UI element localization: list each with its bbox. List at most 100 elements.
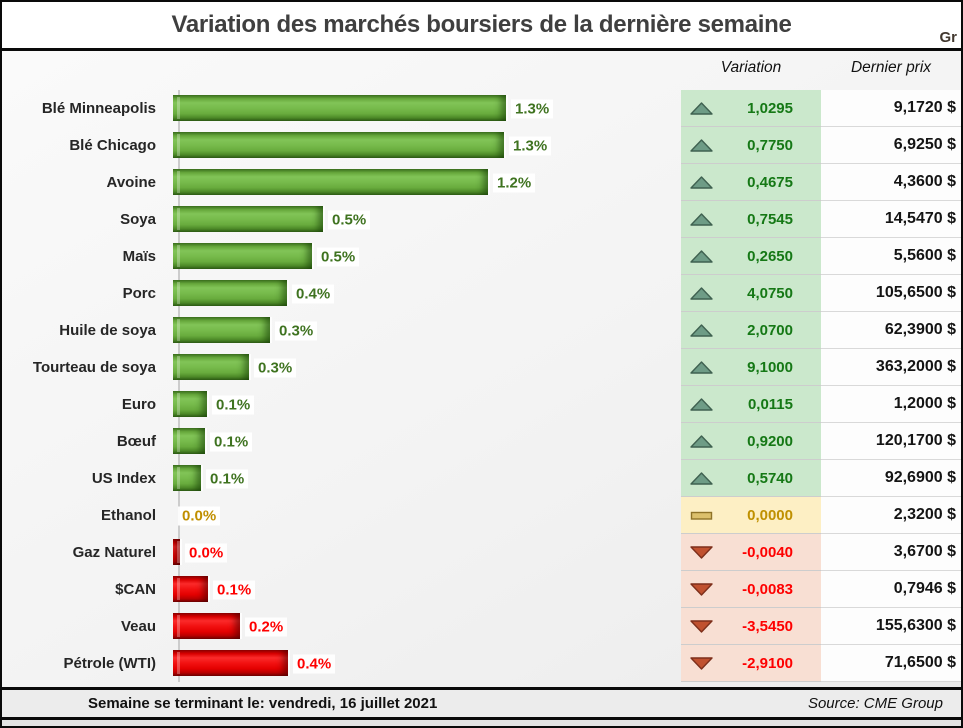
price-value: 9,1720 $ <box>893 99 956 116</box>
price-value: 71,6500 $ <box>884 654 956 671</box>
variation-value: -2,9100 <box>742 654 793 672</box>
category-label: Huile de soya <box>59 322 156 339</box>
down-triangle-icon <box>690 582 713 596</box>
bar-percent-label: 0.5% <box>328 210 371 229</box>
variation-cell: 0,2650 <box>681 238 821 275</box>
data-rows: Blé Minneapolis 1.3% 1,0295 9,1720 $ Blé… <box>2 90 961 682</box>
price-cell: 9,1720 $ <box>821 90 961 127</box>
value-bar <box>173 613 240 639</box>
up-triangle-icon <box>690 360 713 374</box>
price-value: 62,3900 $ <box>884 321 956 338</box>
up-triangle-icon <box>690 212 713 226</box>
page-title: Variation des marchés boursiers de la de… <box>171 11 792 38</box>
category-label: Veau <box>120 618 156 635</box>
variation-cell: -0,0083 <box>681 571 821 608</box>
value-bar <box>173 391 207 417</box>
price-value: 155,6300 $ <box>875 617 956 634</box>
price-cell: 155,6300 $ <box>821 608 961 645</box>
price-cell: 14,5470 $ <box>821 201 961 238</box>
price-value: 105,6500 $ <box>875 284 956 301</box>
category-label: Tourteau de soya <box>32 359 156 376</box>
price-value: 92,6900 $ <box>884 469 956 486</box>
category-label: Maïs <box>122 248 156 265</box>
variation-value: 0,9200 <box>747 432 793 450</box>
category-label: Soya <box>120 211 156 228</box>
bar-percent-label: 0.1% <box>212 395 255 414</box>
bar-area: 0.1% <box>166 386 681 423</box>
bar-percent-label: 0.3% <box>254 358 297 377</box>
bar-percent-label: 1.3% <box>511 99 554 118</box>
price-cell: 105,6500 $ <box>821 275 961 312</box>
bar-percent-label: 0.1% <box>206 469 249 488</box>
up-triangle-icon <box>690 138 713 152</box>
table-row: Blé Chicago 1.3% 0,7750 6,9250 $ <box>2 127 961 164</box>
value-bar <box>173 465 201 491</box>
down-triangle-icon <box>690 545 713 559</box>
variation-cell: -0,0040 <box>681 534 821 571</box>
bar-area: 0.1% <box>166 460 681 497</box>
bar-area: 1.3% <box>166 90 681 127</box>
variation-value: 9,1000 <box>747 358 793 376</box>
bar-area: 0.5% <box>166 201 681 238</box>
table-row: Porc 0.4% 4,0750 105,6500 $ <box>2 275 961 312</box>
variation-value: 0,7750 <box>747 136 793 154</box>
category-label: Pétrole (WTI) <box>63 655 157 672</box>
category-label: Gaz Naturel <box>72 544 156 561</box>
price-value: 2,3200 $ <box>893 506 956 523</box>
bar-percent-label: 0.2% <box>245 617 288 636</box>
variation-value: 0,4675 <box>747 173 793 191</box>
table-row: Tourteau de soya 0.3% 9,1000 363,2000 $ <box>2 349 961 386</box>
variation-cell: 2,0700 <box>681 312 821 349</box>
price-cell: 71,6500 $ <box>821 645 961 682</box>
chart-and-table-area: Variation Dernier prix Blé Minneapolis 1… <box>2 51 961 687</box>
bar-percent-label: 0.5% <box>317 247 360 266</box>
footer-top-divider <box>2 687 961 690</box>
bar-area: 1.3% <box>166 127 681 164</box>
footer-bottom-divider <box>2 717 961 720</box>
table-row: Veau 0.2% -3,5450 155,6300 $ <box>2 608 961 645</box>
zero-axis-line <box>178 90 180 682</box>
table-row: Blé Minneapolis 1.3% 1,0295 9,1720 $ <box>2 90 961 127</box>
price-cell: 5,5600 $ <box>821 238 961 275</box>
table-row: Bœuf 0.1% 0,9200 120,1700 $ <box>2 423 961 460</box>
price-value: 363,2000 $ <box>875 358 956 375</box>
bar-area: 0.2% <box>166 608 681 645</box>
variation-cell: 0,5740 <box>681 460 821 497</box>
price-cell: 120,1700 $ <box>821 423 961 460</box>
category-label: $CAN <box>115 581 156 598</box>
variation-cell: -2,9100 <box>681 645 821 682</box>
source-text: Source: CME Group <box>807 695 943 712</box>
category-label: US Index <box>91 470 156 487</box>
price-cell: 4,3600 $ <box>821 164 961 201</box>
value-bar <box>173 428 205 454</box>
table-row: US Index 0.1% 0,5740 92,6900 $ <box>2 460 961 497</box>
bar-area: 0.4% <box>166 275 681 312</box>
bar-area: 0.0% <box>166 497 681 534</box>
table-row: Soya 0.5% 0,7545 14,5470 $ <box>2 201 961 238</box>
variation-cell: -3,5450 <box>681 608 821 645</box>
bar-area: 0.1% <box>166 423 681 460</box>
price-cell: 363,2000 $ <box>821 349 961 386</box>
table-row: Maïs 0.5% 0,2650 5,5600 $ <box>2 238 961 275</box>
price-value: 14,5470 $ <box>884 210 956 227</box>
category-label: Porc <box>122 285 156 302</box>
down-triangle-icon <box>690 619 713 633</box>
bar-percent-label: 1.2% <box>493 173 536 192</box>
up-triangle-icon <box>690 397 713 411</box>
category-label: Ethanol <box>101 507 156 524</box>
value-bar <box>173 169 488 195</box>
variation-cell: 9,1000 <box>681 349 821 386</box>
variation-value: 0,5740 <box>747 469 793 487</box>
bar-percent-label: 0.0% <box>178 506 221 525</box>
price-cell: 0,7946 $ <box>821 571 961 608</box>
table-row: Avoine 1.2% 0,4675 4,3600 $ <box>2 164 961 201</box>
price-value: 120,1700 $ <box>875 432 956 449</box>
up-triangle-icon <box>690 101 713 115</box>
down-triangle-icon <box>690 656 713 670</box>
title-bar: Variation des marchés boursiers de la de… <box>2 2 961 48</box>
bar-area: 0.3% <box>166 312 681 349</box>
category-label: Euro <box>121 396 156 413</box>
variation-cell: 0,0000 <box>681 497 821 534</box>
bar-percent-label: 0.4% <box>293 654 336 673</box>
